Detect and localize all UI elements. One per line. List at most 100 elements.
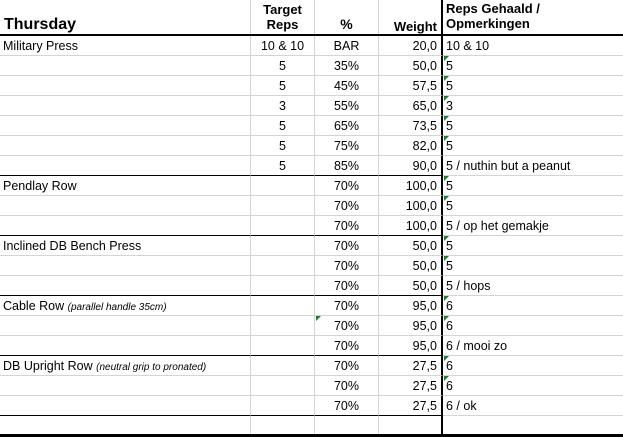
exercise-cell[interactable]	[0, 196, 251, 216]
percent-cell[interactable]: 70%	[315, 316, 379, 336]
percent-cell[interactable]: 70%	[315, 376, 379, 396]
weight-cell[interactable]: 95,0	[379, 336, 443, 356]
percent-cell[interactable]: 70%	[315, 216, 379, 236]
target-reps-cell[interactable]	[251, 316, 315, 336]
percent-cell[interactable]	[315, 416, 379, 436]
percent-cell[interactable]: 70%	[315, 196, 379, 216]
percent-cell[interactable]: 35%	[315, 56, 379, 76]
target-reps-cell[interactable]	[251, 276, 315, 296]
header-weight[interactable]: Weight	[379, 0, 443, 34]
percent-cell[interactable]: 55%	[315, 96, 379, 116]
exercise-cell[interactable]	[0, 316, 251, 336]
exercise-cell[interactable]	[0, 116, 251, 136]
target-reps-cell[interactable]	[251, 296, 315, 316]
weight-cell[interactable]: 100,0	[379, 196, 443, 216]
percent-cell[interactable]: 70%	[315, 236, 379, 256]
reps-done-cell[interactable]: 5	[443, 136, 623, 156]
exercise-cell[interactable]	[0, 336, 251, 356]
reps-done-cell[interactable]: 3	[443, 96, 623, 116]
weight-cell[interactable]: 95,0	[379, 296, 443, 316]
percent-cell[interactable]: 65%	[315, 116, 379, 136]
target-reps-cell[interactable]	[251, 356, 315, 376]
exercise-cell[interactable]: Cable Row (parallel handle 35cm)	[0, 296, 251, 316]
exercise-cell[interactable]: Military Press	[0, 36, 251, 56]
header-percent[interactable]: %	[315, 0, 379, 34]
target-reps-cell[interactable]: 5	[251, 56, 315, 76]
target-reps-cell[interactable]: 5	[251, 156, 315, 176]
reps-done-cell[interactable]: 6	[443, 296, 623, 316]
target-reps-cell[interactable]	[251, 376, 315, 396]
percent-cell[interactable]: 85%	[315, 156, 379, 176]
exercise-cell[interactable]	[0, 96, 251, 116]
weight-cell[interactable]: 27,5	[379, 376, 443, 396]
reps-done-cell[interactable]: 5 / hops	[443, 276, 623, 296]
target-reps-cell[interactable]	[251, 256, 315, 276]
weight-cell[interactable]	[379, 416, 443, 436]
target-reps-cell[interactable]	[251, 236, 315, 256]
exercise-cell[interactable]: DB Upright Row (neutral grip to pronated…	[0, 356, 251, 376]
weight-cell[interactable]: 27,5	[379, 396, 443, 416]
target-reps-cell[interactable]: 5	[251, 116, 315, 136]
header-day[interactable]: Thursday	[0, 0, 251, 34]
weight-cell[interactable]: 50,0	[379, 56, 443, 76]
header-reps-done[interactable]: Reps Gehaald / Opmerkingen	[446, 1, 540, 31]
weight-cell[interactable]: 82,0	[379, 136, 443, 156]
percent-cell[interactable]: 70%	[315, 396, 379, 416]
target-reps-cell[interactable]: 3	[251, 96, 315, 116]
weight-cell[interactable]: 100,0	[379, 216, 443, 236]
weight-cell[interactable]: 57,5	[379, 76, 443, 96]
weight-cell[interactable]: 73,5	[379, 116, 443, 136]
percent-cell[interactable]: 70%	[315, 336, 379, 356]
reps-done-cell[interactable]: 6	[443, 356, 623, 376]
reps-done-cell[interactable]: 5 / nuthin but a peanut	[443, 156, 623, 176]
reps-done-cell[interactable]: 5	[443, 116, 623, 136]
exercise-cell[interactable]	[0, 416, 251, 436]
exercise-cell[interactable]	[0, 216, 251, 236]
exercise-cell[interactable]	[0, 376, 251, 396]
reps-done-cell[interactable]: 5	[443, 196, 623, 216]
exercise-cell[interactable]	[0, 276, 251, 296]
target-reps-cell[interactable]: 10 & 10	[251, 36, 315, 56]
target-reps-cell[interactable]	[251, 336, 315, 356]
percent-cell[interactable]: 70%	[315, 176, 379, 196]
reps-done-cell[interactable]: 6	[443, 316, 623, 336]
target-reps-cell[interactable]	[251, 196, 315, 216]
reps-done-cell[interactable]: 5	[443, 76, 623, 96]
percent-cell[interactable]: 45%	[315, 76, 379, 96]
percent-cell[interactable]: 70%	[315, 256, 379, 276]
target-reps-cell[interactable]: 5	[251, 76, 315, 96]
reps-done-cell[interactable]: 5	[443, 56, 623, 76]
reps-done-cell[interactable]	[443, 416, 623, 436]
reps-done-cell[interactable]: 6 / ok	[443, 396, 623, 416]
exercise-cell[interactable]: Pendlay Row	[0, 176, 251, 196]
reps-done-cell[interactable]: 5	[443, 176, 623, 196]
weight-cell[interactable]: 95,0	[379, 316, 443, 336]
weight-cell[interactable]: 50,0	[379, 256, 443, 276]
target-reps-cell[interactable]	[251, 396, 315, 416]
weight-cell[interactable]: 65,0	[379, 96, 443, 116]
percent-cell[interactable]: 70%	[315, 296, 379, 316]
target-reps-cell[interactable]	[251, 416, 315, 436]
target-reps-cell[interactable]	[251, 176, 315, 196]
reps-done-cell[interactable]: 6	[443, 376, 623, 396]
reps-done-cell[interactable]: 5 / op het gemakje	[443, 216, 623, 236]
exercise-cell[interactable]	[0, 136, 251, 156]
exercise-cell[interactable]	[0, 56, 251, 76]
weight-cell[interactable]: 50,0	[379, 236, 443, 256]
percent-cell[interactable]: 70%	[315, 276, 379, 296]
weight-cell[interactable]: 50,0	[379, 276, 443, 296]
percent-cell[interactable]: 75%	[315, 136, 379, 156]
exercise-cell[interactable]	[0, 396, 251, 416]
reps-done-cell[interactable]: 5	[443, 256, 623, 276]
weight-cell[interactable]: 20,0	[379, 36, 443, 56]
header-target-reps[interactable]: Target Reps	[251, 0, 315, 34]
reps-done-cell[interactable]: 5	[443, 236, 623, 256]
reps-done-cell[interactable]: 6 / mooi zo	[443, 336, 623, 356]
weight-cell[interactable]: 27,5	[379, 356, 443, 376]
exercise-cell[interactable]: Inclined DB Bench Press	[0, 236, 251, 256]
percent-cell[interactable]: 70%	[315, 356, 379, 376]
weight-cell[interactable]: 90,0	[379, 156, 443, 176]
exercise-cell[interactable]	[0, 156, 251, 176]
target-reps-cell[interactable]	[251, 216, 315, 236]
target-reps-cell[interactable]: 5	[251, 136, 315, 156]
